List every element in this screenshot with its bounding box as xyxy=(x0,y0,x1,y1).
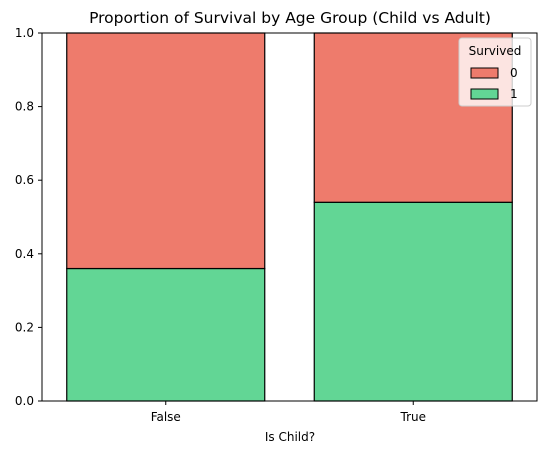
legend-swatch-1 xyxy=(470,88,499,100)
y-tick-label: 0.4 xyxy=(15,247,34,261)
legend-title: Survived xyxy=(469,44,522,58)
plot-area: False True 0.0 0.2 0.4 0.6 0.8 1.0 xyxy=(15,26,538,424)
bar-false-survived-1 xyxy=(66,267,266,402)
chart-title: Proportion of Survival by Age Group (Chi… xyxy=(89,9,491,27)
x-tick-label: False xyxy=(151,410,181,424)
legend-label-0: 0 xyxy=(510,66,518,80)
y-tick-label: 1.0 xyxy=(15,26,34,40)
x-tick-label: True xyxy=(400,410,427,424)
y-tick-label: 0.6 xyxy=(15,173,34,187)
bar-false-survived-0 xyxy=(66,32,266,270)
y-tick-label: 0.2 xyxy=(15,320,34,334)
y-tick-label: 0.8 xyxy=(15,100,34,114)
y-tick-label: 0.0 xyxy=(15,394,34,408)
axes-frame xyxy=(41,32,538,402)
legend-swatch-0 xyxy=(470,67,499,79)
x-axis-label: Is Child? xyxy=(265,430,315,444)
bar-true-survived-1 xyxy=(313,201,513,402)
legend: Survived 0 1 xyxy=(458,37,532,107)
legend-label-1: 1 xyxy=(510,87,518,101)
